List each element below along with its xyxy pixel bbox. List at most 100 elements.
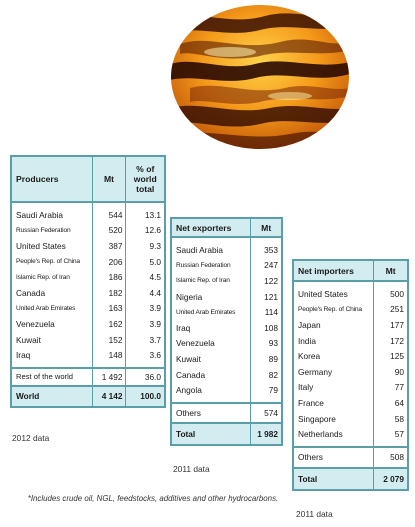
total-label: Total [172, 421, 252, 444]
world-total-row: World 4 142 100.0 [12, 384, 164, 406]
mt-value: 122 [264, 275, 278, 286]
table-row: Germany 90 [294, 363, 407, 380]
country-name: Saudi Arabia [12, 207, 93, 223]
table-row: France 64 [294, 395, 407, 411]
mt-value: 182 [92, 284, 127, 301]
pct-value: 4.4 [149, 287, 161, 298]
table-row: Italy 77 [294, 379, 407, 396]
mt-value: 152 [92, 331, 127, 348]
mt-value: 186 [92, 269, 127, 285]
total-value: 2 079 [373, 466, 407, 489]
country-name: People's Rep. of China [294, 301, 375, 318]
country-name: Rest of the world [12, 366, 93, 386]
mt-value: 114 [264, 307, 278, 318]
table-row: Netherlands 57 [294, 426, 407, 442]
mt-value: 58 [394, 413, 404, 424]
mt-value: 177 [390, 319, 404, 330]
table-row: Islamic Rep. of Iran 186 4.5 [12, 269, 164, 285]
table-row: United States 500 [294, 286, 407, 302]
mt-value: 93 [268, 338, 278, 349]
country-name: Russian Federation [172, 257, 252, 274]
footnote: *Includes crude oil, NGL, feedstocks, ad… [27, 494, 279, 503]
pct-value: 13.1 [144, 209, 161, 220]
table-row: Iraq 148 3.6 [12, 347, 164, 363]
pct-value: 3.9 [149, 318, 161, 329]
pct-value: 36.0 [125, 366, 164, 386]
table-row: People's Rep. of China 251 [294, 301, 407, 318]
country-name: Canada [12, 284, 93, 301]
total-value: 1 982 [250, 421, 281, 444]
table-row: Russian Federation 247 [172, 257, 281, 274]
importers-table: Net importers Mt United States 500 Peopl… [292, 259, 409, 491]
pct-value: 4.5 [149, 272, 161, 283]
table-row: Angola 79 [172, 382, 281, 398]
country-name: Venezuela [172, 335, 252, 352]
producers-pct-header: % of world total [125, 157, 164, 203]
table-row: Canada 82 [172, 366, 281, 383]
country-name: Saudi Arabia [172, 242, 252, 258]
table-row: United States 387 9.3 [12, 238, 164, 254]
country-name: Korea [294, 348, 375, 364]
producers-mt-header: Mt [92, 157, 127, 203]
table-row: Saudi Arabia 353 [172, 242, 281, 258]
table-row: Singapore 58 [294, 410, 407, 427]
table-row: Japan 177 [294, 317, 407, 333]
country-name: Islamic Rep. of Iran [172, 273, 252, 289]
country-name: Angola [172, 382, 252, 398]
mt-value: 64 [394, 397, 404, 408]
exporters-table: Net exporters Mt Saudi Arabia 353 Russia… [170, 217, 283, 446]
country-name: Iraq [12, 347, 93, 363]
country-name: France [294, 395, 375, 411]
country-name: Netherlands [294, 426, 375, 442]
table-row: Islamic Rep. of Iran 122 [172, 273, 281, 289]
country-name: Canada [172, 366, 252, 383]
rest-of-world-row: Rest of the world 1 492 36.0 [12, 366, 164, 386]
country-name: Iraq [172, 319, 252, 336]
others-row: Others 508 [294, 445, 407, 468]
table-row: Iraq 108 [172, 319, 281, 336]
country-name: Nigeria [172, 288, 252, 305]
mt-value: 163 [92, 300, 127, 317]
total-mt: 4 142 [92, 384, 127, 406]
mt-value: 353 [264, 244, 278, 255]
others-label: Others [172, 401, 252, 423]
country-name: People's Rep. of China [12, 253, 93, 270]
mt-value: 82 [268, 369, 278, 380]
country-name: United States [294, 286, 375, 302]
table-row: Kuwait 152 3.7 [12, 331, 164, 348]
country-name: Islamic Rep. of Iran [12, 269, 93, 285]
total-pct: 100.0 [125, 384, 164, 406]
mt-value: 500 [390, 288, 404, 299]
mt-value: 125 [390, 351, 404, 362]
total-label: World [12, 384, 93, 406]
country-name: Germany [294, 363, 375, 380]
table-row: Venezuela 93 [172, 335, 281, 352]
mt-value: 520 [92, 222, 127, 239]
total-row: Total 1 982 [172, 421, 281, 444]
table-row: United Arab Emirates 163 3.9 [12, 300, 164, 317]
pct-value: 3.9 [149, 303, 161, 314]
mt-value: 79 [268, 385, 278, 396]
country-name: Venezuela [12, 316, 93, 332]
pct-value: 12.6 [144, 225, 161, 236]
pct-value: 3.6 [149, 350, 161, 361]
table-row: Russian Federation 520 12.6 [12, 222, 164, 239]
mt-value: 148 [92, 347, 127, 363]
mt-value: 544 [92, 207, 127, 223]
others-value: 508 [373, 445, 407, 468]
others-label: Others [294, 445, 375, 468]
country-name: United Arab Emirates [12, 300, 93, 317]
oil-surface-image [171, 5, 349, 149]
importers-mt-header: Mt [373, 261, 407, 282]
mt-value: 121 [264, 291, 278, 302]
table-row: Kuwait 89 [172, 351, 281, 367]
producers-header: Producers [12, 157, 93, 203]
mt-value: 172 [390, 335, 404, 346]
table-row: Korea 125 [294, 348, 407, 364]
country-name: Kuwait [12, 331, 93, 348]
table-row: India 172 [294, 332, 407, 349]
country-name: United States [12, 238, 93, 254]
table-row: United Arab Emirates 114 [172, 304, 281, 320]
country-name: United Arab Emirates [172, 304, 252, 320]
mt-value: 77 [394, 382, 404, 393]
